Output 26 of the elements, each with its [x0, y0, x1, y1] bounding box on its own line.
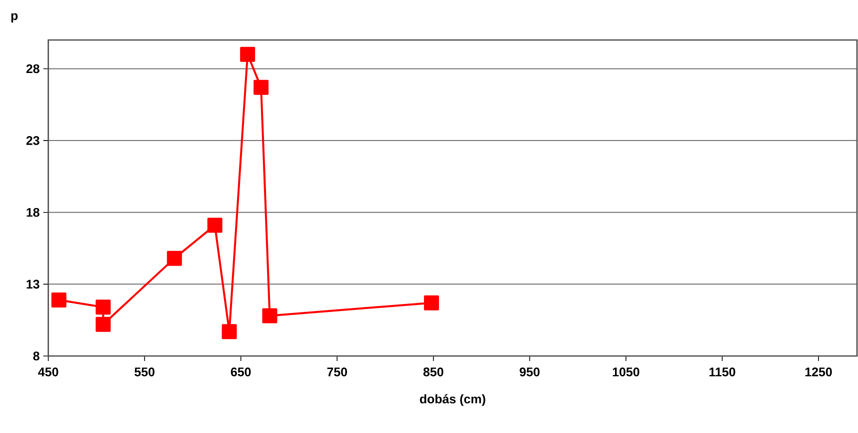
x-tick-label: 1250 — [805, 368, 832, 376]
x-axis-title: dobás (cm) — [420, 394, 486, 406]
x-tick-label: 1150 — [709, 368, 736, 376]
y-axis-title: p — [11, 13, 18, 23]
point — [207, 218, 222, 233]
point — [51, 292, 66, 308]
point — [222, 324, 237, 340]
point — [166, 250, 182, 266]
point — [240, 46, 256, 62]
y-tick-label: 23 — [26, 136, 40, 145]
x-tick-label: 450 — [38, 368, 58, 376]
point — [96, 316, 111, 332]
point — [96, 300, 111, 315]
x-tick-label: 950 — [520, 368, 540, 376]
y-tick-label: 28 — [26, 64, 40, 74]
point — [424, 295, 439, 310]
x-tick-label: 850 — [423, 368, 444, 376]
x-tick-label: 650 — [230, 368, 251, 376]
y-tick-label: 8 — [33, 352, 40, 360]
y-tick-label: 13 — [26, 280, 40, 289]
point — [254, 80, 269, 95]
x-tick-label: 750 — [327, 368, 348, 376]
x-tick-label: 550 — [134, 368, 154, 376]
point — [262, 308, 278, 324]
y-tick-label: 18 — [26, 208, 40, 217]
x-tick-label: 1050 — [612, 368, 640, 376]
